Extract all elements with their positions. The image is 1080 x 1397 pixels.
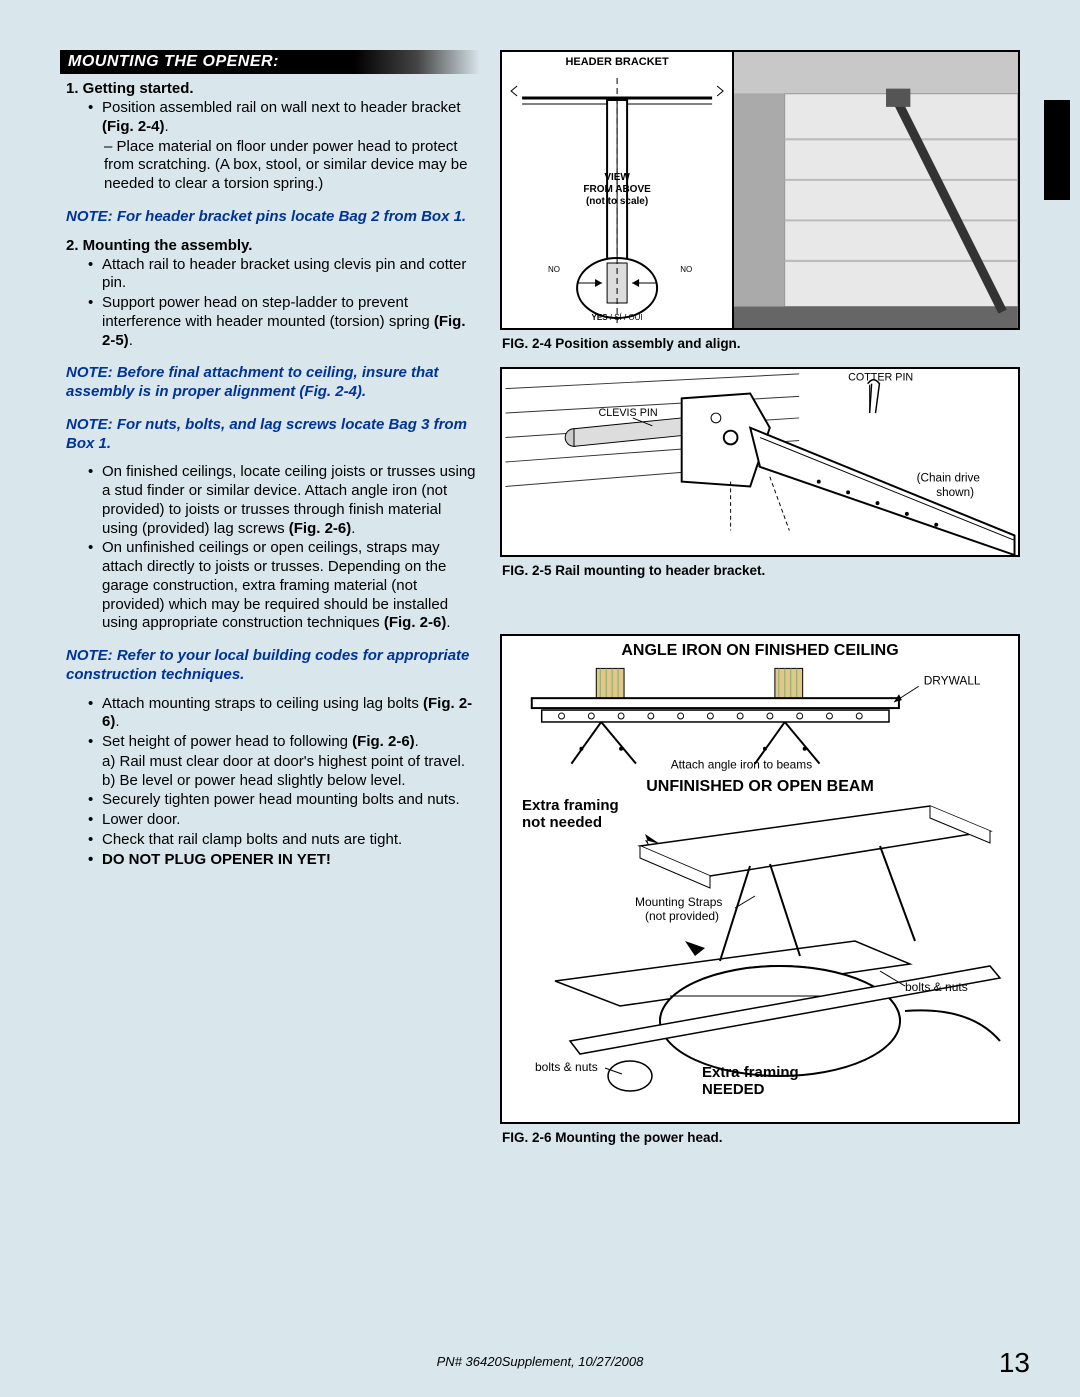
- note3: NOTE: For nuts, bolts, and lag screws lo…: [66, 416, 474, 454]
- note1: NOTE: For header bracket pins locate Bag…: [66, 208, 474, 227]
- bullet: Set height of power head to following (F…: [88, 733, 480, 752]
- bullet: Position assembled rail on wall next to …: [88, 99, 480, 137]
- fig-2-4: HEADER BRACKET: [500, 50, 1020, 330]
- note2: NOTE: Before final attachment to ceiling…: [66, 364, 474, 402]
- page-content: MOUNTING THE OPENER: 1. Getting started.…: [0, 0, 1080, 1171]
- page-number: 13: [999, 1347, 1030, 1379]
- fig26-title1: ANGLE IRON ON FINISHED CEILING: [502, 636, 1018, 664]
- note4: NOTE: Refer to your local building codes…: [66, 647, 474, 685]
- no-left: NO: [548, 265, 560, 274]
- side-tab: [1044, 100, 1070, 200]
- svg-text:shown): shown): [936, 486, 974, 499]
- cotter-label: COTTER PIN: [848, 372, 913, 384]
- svg-text:Attach angle iron to beams: Attach angle iron to beams: [671, 758, 813, 772]
- bullet: Attach rail to header bracket using clev…: [88, 256, 480, 294]
- fig-2-6: ANGLE IRON ON FINISHED CEILING DRYWALL: [500, 634, 1020, 1124]
- svg-text:(Chain drive: (Chain drive: [917, 472, 980, 485]
- no-right: NO: [680, 265, 692, 274]
- fig24-photo: [734, 52, 1018, 328]
- fig24-diagram: HEADER BRACKET: [502, 52, 734, 328]
- fig24-caption: FIG. 2-4 Position assembly and align.: [502, 336, 1020, 351]
- bullet: DO NOT PLUG OPENER IN YET!: [88, 851, 480, 870]
- svg-text:bolts & nuts: bolts & nuts: [905, 980, 968, 994]
- step2b-bullets: On finished ceilings, locate ceiling joi…: [60, 463, 480, 633]
- step1-dash: – Place material on floor under power he…: [60, 138, 480, 194]
- header-bracket-label: HEADER BRACKET: [502, 56, 732, 68]
- step3-sub-b: b) Be level or power head slightly below…: [60, 772, 480, 791]
- view-label: VIEWFROM ABOVE(not to scale): [502, 172, 732, 208]
- left-column: MOUNTING THE OPENER: 1. Getting started.…: [60, 50, 480, 1161]
- step2-title: 2. Mounting the assembly.: [66, 237, 480, 254]
- bullet: Securely tighten power head mounting bol…: [88, 791, 480, 810]
- section-header: MOUNTING THE OPENER:: [60, 50, 480, 74]
- step3-sub-a: a) Rail must clear door at door's highes…: [60, 753, 480, 772]
- step1-bullets: Position assembled rail on wall next to …: [60, 99, 480, 137]
- svg-text:DRYWALL: DRYWALL: [924, 673, 981, 687]
- fig26-caption: FIG. 2-6 Mounting the power head.: [502, 1130, 1020, 1145]
- step3-bullets2: Securely tighten power head mounting bol…: [60, 791, 480, 869]
- step2-bullets: Attach rail to header bracket using clev…: [60, 256, 480, 351]
- svg-text:bolts & nuts: bolts & nuts: [535, 1060, 598, 1074]
- bullet: Support power head on step-ladder to pre…: [88, 294, 480, 350]
- svg-text:(not provided): (not provided): [645, 909, 719, 923]
- svg-text:Mounting Straps: Mounting Straps: [635, 895, 722, 909]
- bullet: Lower door.: [88, 811, 480, 830]
- bullet: On finished ceilings, locate ceiling joi…: [88, 463, 480, 538]
- right-column: HEADER BRACKET: [500, 50, 1020, 1161]
- bullet: Check that rail clamp bolts and nuts are…: [88, 831, 480, 850]
- bullet: Attach mounting straps to ceiling using …: [88, 695, 480, 733]
- yes-label: YES / SÍ / OUI: [502, 313, 732, 322]
- clevis-label: CLEVIS PIN: [598, 407, 657, 419]
- fig-2-5: COTTER PIN CLEVIS PIN (Chain drive shown…: [500, 367, 1020, 557]
- bullet: On unfinished ceilings or open ceilings,…: [88, 539, 480, 633]
- footer: PN# 36420Supplement, 10/27/2008: [0, 1354, 1080, 1369]
- step1-title: 1. Getting started.: [66, 80, 480, 97]
- fig25-caption: FIG. 2-5 Rail mounting to header bracket…: [502, 563, 1020, 578]
- step3-bullets: Attach mounting straps to ceiling using …: [60, 695, 480, 752]
- fig26-title2: UNFINISHED OR OPEN BEAM: [502, 774, 1018, 796]
- extra-needed: Extra framingNEEDED: [702, 1065, 799, 1098]
